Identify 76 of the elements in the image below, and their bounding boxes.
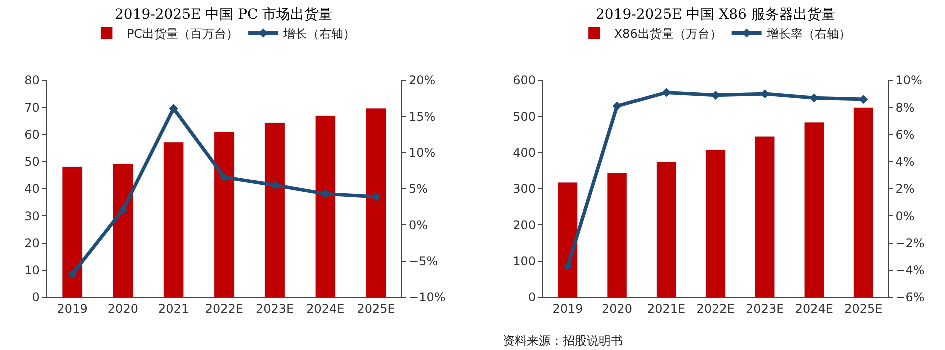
bar xyxy=(607,172,628,298)
y-tick-label: 80 xyxy=(24,74,40,88)
y2-tick-label: 0% xyxy=(896,209,915,224)
y2-tick-label: 5% xyxy=(409,182,428,196)
x-tick-label: 2023E xyxy=(746,302,784,316)
y2-tick-label: 15% xyxy=(409,110,436,124)
y2-tick-label: −10% xyxy=(409,290,446,305)
y2-tick-label: −4% xyxy=(896,264,925,278)
bar xyxy=(214,132,235,298)
chart-title: 2019-2025E 中国 PC 市场出货量 xyxy=(115,7,333,23)
point xyxy=(68,270,78,279)
y2-tick-label: −6% xyxy=(896,290,925,305)
x-tick-label: 2024E xyxy=(306,302,345,316)
y-tick-label: 10 xyxy=(24,264,40,278)
x-tick-label: 2024E xyxy=(795,302,834,316)
legend-label: PC出货量（百万台） xyxy=(126,26,239,41)
y2-tick-label: −5% xyxy=(409,254,438,269)
point xyxy=(372,192,381,202)
y-tick-label: 500 xyxy=(513,110,536,124)
bar xyxy=(706,150,726,298)
y-tick-label: 50 xyxy=(24,155,40,170)
x-tick-label: 2019 xyxy=(552,302,584,316)
point xyxy=(563,262,573,271)
y-tick-label: 0 xyxy=(32,290,40,305)
x-tick-label: 2022E xyxy=(205,302,244,316)
x-tick-label: 2023E xyxy=(256,302,294,316)
x-tick-label: 2025E xyxy=(844,302,883,316)
y-tick-label: 600 xyxy=(513,74,536,88)
y2-tick-label: 0% xyxy=(409,218,428,232)
x-tick-label: 2020 xyxy=(602,302,633,316)
point xyxy=(169,104,178,114)
x-tick-label: 2020 xyxy=(108,302,138,316)
legend-label: 增长（右轴） xyxy=(282,26,356,41)
bar xyxy=(854,107,874,298)
bar xyxy=(804,122,824,298)
bar xyxy=(366,108,387,298)
chart-title: 2019-2025E 中国 X86 服务器出货量 xyxy=(596,7,836,23)
y-tick-label: 400 xyxy=(513,146,536,160)
y2-tick-label: 10% xyxy=(896,74,922,88)
point xyxy=(270,180,280,190)
legend-label: 增长率（右轴） xyxy=(766,26,851,41)
x-tick-label: 2021E xyxy=(648,302,686,316)
y-tick-label: 40 xyxy=(24,182,40,196)
point xyxy=(612,102,622,111)
x-tick-label: 2022E xyxy=(696,302,735,316)
bar xyxy=(62,166,83,298)
y2-tick-label: 2% xyxy=(896,182,915,196)
y-tick-label: 0 xyxy=(528,290,536,305)
bar xyxy=(656,162,677,298)
y2-tick-label: 6% xyxy=(896,128,915,142)
bar xyxy=(315,116,336,298)
point xyxy=(220,172,229,182)
point xyxy=(859,94,868,104)
y2-tick-label: −2% xyxy=(896,236,925,250)
bar xyxy=(112,164,134,298)
point xyxy=(118,205,128,215)
x-tick-label: 2019 xyxy=(57,302,88,316)
bar xyxy=(163,142,184,298)
bar xyxy=(558,182,578,298)
y-tick-label: 20 xyxy=(24,236,40,250)
bar xyxy=(264,122,286,298)
y2-tick-label: 8% xyxy=(896,100,915,115)
y2-tick-label: 10% xyxy=(409,146,436,160)
text: 资料来源：招股说明书 xyxy=(503,334,623,348)
legend-label: X86出货量（万台） xyxy=(614,26,722,41)
y2-tick-label: 4% xyxy=(896,155,915,170)
x-tick-label: 2025E xyxy=(357,302,396,316)
y-tick-label: 30 xyxy=(24,209,40,224)
y-tick-label: 200 xyxy=(513,218,536,232)
y-tick-label: 300 xyxy=(513,182,536,196)
y2-tick-label: 20% xyxy=(409,74,436,88)
bar xyxy=(755,136,776,298)
y-tick-label: 60 xyxy=(24,128,40,142)
y-tick-label: 100 xyxy=(513,254,536,269)
x-tick-label: 2021 xyxy=(158,302,190,316)
y-tick-label: 70 xyxy=(24,100,40,115)
